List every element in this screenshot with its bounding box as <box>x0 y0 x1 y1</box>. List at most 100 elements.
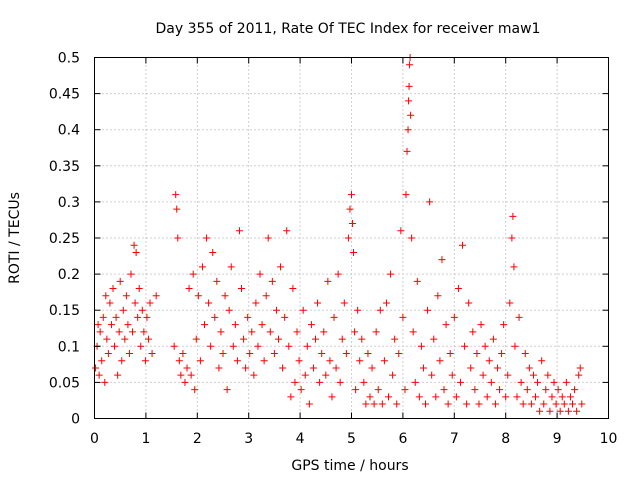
data-point <box>264 234 272 242</box>
scatter-points <box>92 54 586 415</box>
data-point <box>349 220 357 228</box>
data-point <box>415 393 423 401</box>
data-point <box>112 313 120 321</box>
data-point <box>101 378 109 386</box>
data-point <box>109 285 117 293</box>
data-point <box>127 270 135 278</box>
data-point <box>231 321 239 329</box>
data-point <box>213 277 221 285</box>
data-point <box>338 335 346 343</box>
data-point <box>552 400 560 408</box>
data-point <box>266 328 274 336</box>
data-point <box>324 277 332 285</box>
data-point <box>513 393 521 401</box>
data-point <box>529 371 537 379</box>
data-point <box>380 357 388 365</box>
data-point <box>393 400 401 408</box>
data-point <box>252 299 260 307</box>
data-point <box>225 306 233 314</box>
data-point <box>358 335 366 343</box>
data-point <box>372 328 380 336</box>
data-point <box>354 306 362 314</box>
data-point <box>287 393 295 401</box>
data-point <box>506 299 514 307</box>
data-point <box>408 234 416 242</box>
data-point <box>487 378 495 386</box>
data-point <box>459 241 467 249</box>
data-point <box>548 393 556 401</box>
data-point <box>125 350 133 358</box>
data-point <box>172 191 180 199</box>
x-axis-title: GPS time / hours <box>291 458 408 474</box>
data-point <box>103 335 111 343</box>
data-point <box>496 386 504 394</box>
data-point <box>148 350 156 358</box>
data-point <box>116 277 124 285</box>
data-point <box>299 306 307 314</box>
plot-grid <box>94 57 609 419</box>
data-point <box>185 285 193 293</box>
data-point <box>404 126 412 134</box>
data-point <box>407 111 415 119</box>
data-point <box>566 393 574 401</box>
data-point <box>94 321 102 329</box>
y-tick-label: 0.1 <box>58 339 80 355</box>
data-point <box>370 400 378 408</box>
data-point <box>428 371 436 379</box>
data-point <box>124 321 132 329</box>
data-point <box>98 357 106 365</box>
data-point <box>181 378 189 386</box>
data-point <box>366 393 374 401</box>
data-point <box>114 371 122 379</box>
data-point <box>511 342 519 350</box>
data-point <box>173 205 181 213</box>
y-tick-label: 0 <box>71 412 80 428</box>
data-point <box>546 407 554 415</box>
data-point <box>305 400 313 408</box>
data-point <box>132 248 140 256</box>
data-point <box>137 342 145 350</box>
data-point <box>316 378 324 386</box>
data-point <box>448 371 456 379</box>
data-point <box>328 393 336 401</box>
data-point <box>467 364 475 372</box>
data-point <box>444 400 452 408</box>
data-point <box>399 313 407 321</box>
data-point <box>177 371 185 379</box>
data-point <box>122 292 130 300</box>
x-axis-ticks: 0 1 2 3 4 5 6 7 8 9 10 <box>90 57 617 447</box>
data-point <box>330 313 338 321</box>
data-point <box>575 371 583 379</box>
data-point <box>483 393 491 401</box>
data-point <box>332 364 340 372</box>
data-point <box>275 335 283 343</box>
data-point <box>340 299 348 307</box>
x-tick-label: 5 <box>347 431 356 447</box>
y-tick-label: 0.5 <box>58 51 80 67</box>
data-point <box>291 378 299 386</box>
data-point <box>233 357 241 365</box>
data-point <box>281 313 289 321</box>
data-point <box>434 292 442 300</box>
data-point <box>99 313 107 321</box>
data-point <box>525 364 533 372</box>
data-point <box>227 263 235 271</box>
data-point <box>438 256 446 264</box>
data-point <box>508 234 516 242</box>
data-point <box>509 212 517 220</box>
data-point <box>138 306 146 314</box>
data-point <box>544 371 552 379</box>
data-point <box>519 400 527 408</box>
data-point <box>542 386 550 394</box>
data-point <box>175 357 183 365</box>
data-point <box>456 378 464 386</box>
data-point <box>550 378 558 386</box>
data-point <box>268 277 276 285</box>
data-point <box>119 306 127 314</box>
data-point <box>517 378 525 386</box>
data-point <box>104 350 112 358</box>
data-point <box>211 313 219 321</box>
data-point <box>485 357 493 365</box>
data-point <box>346 205 354 213</box>
data-point <box>489 335 497 343</box>
